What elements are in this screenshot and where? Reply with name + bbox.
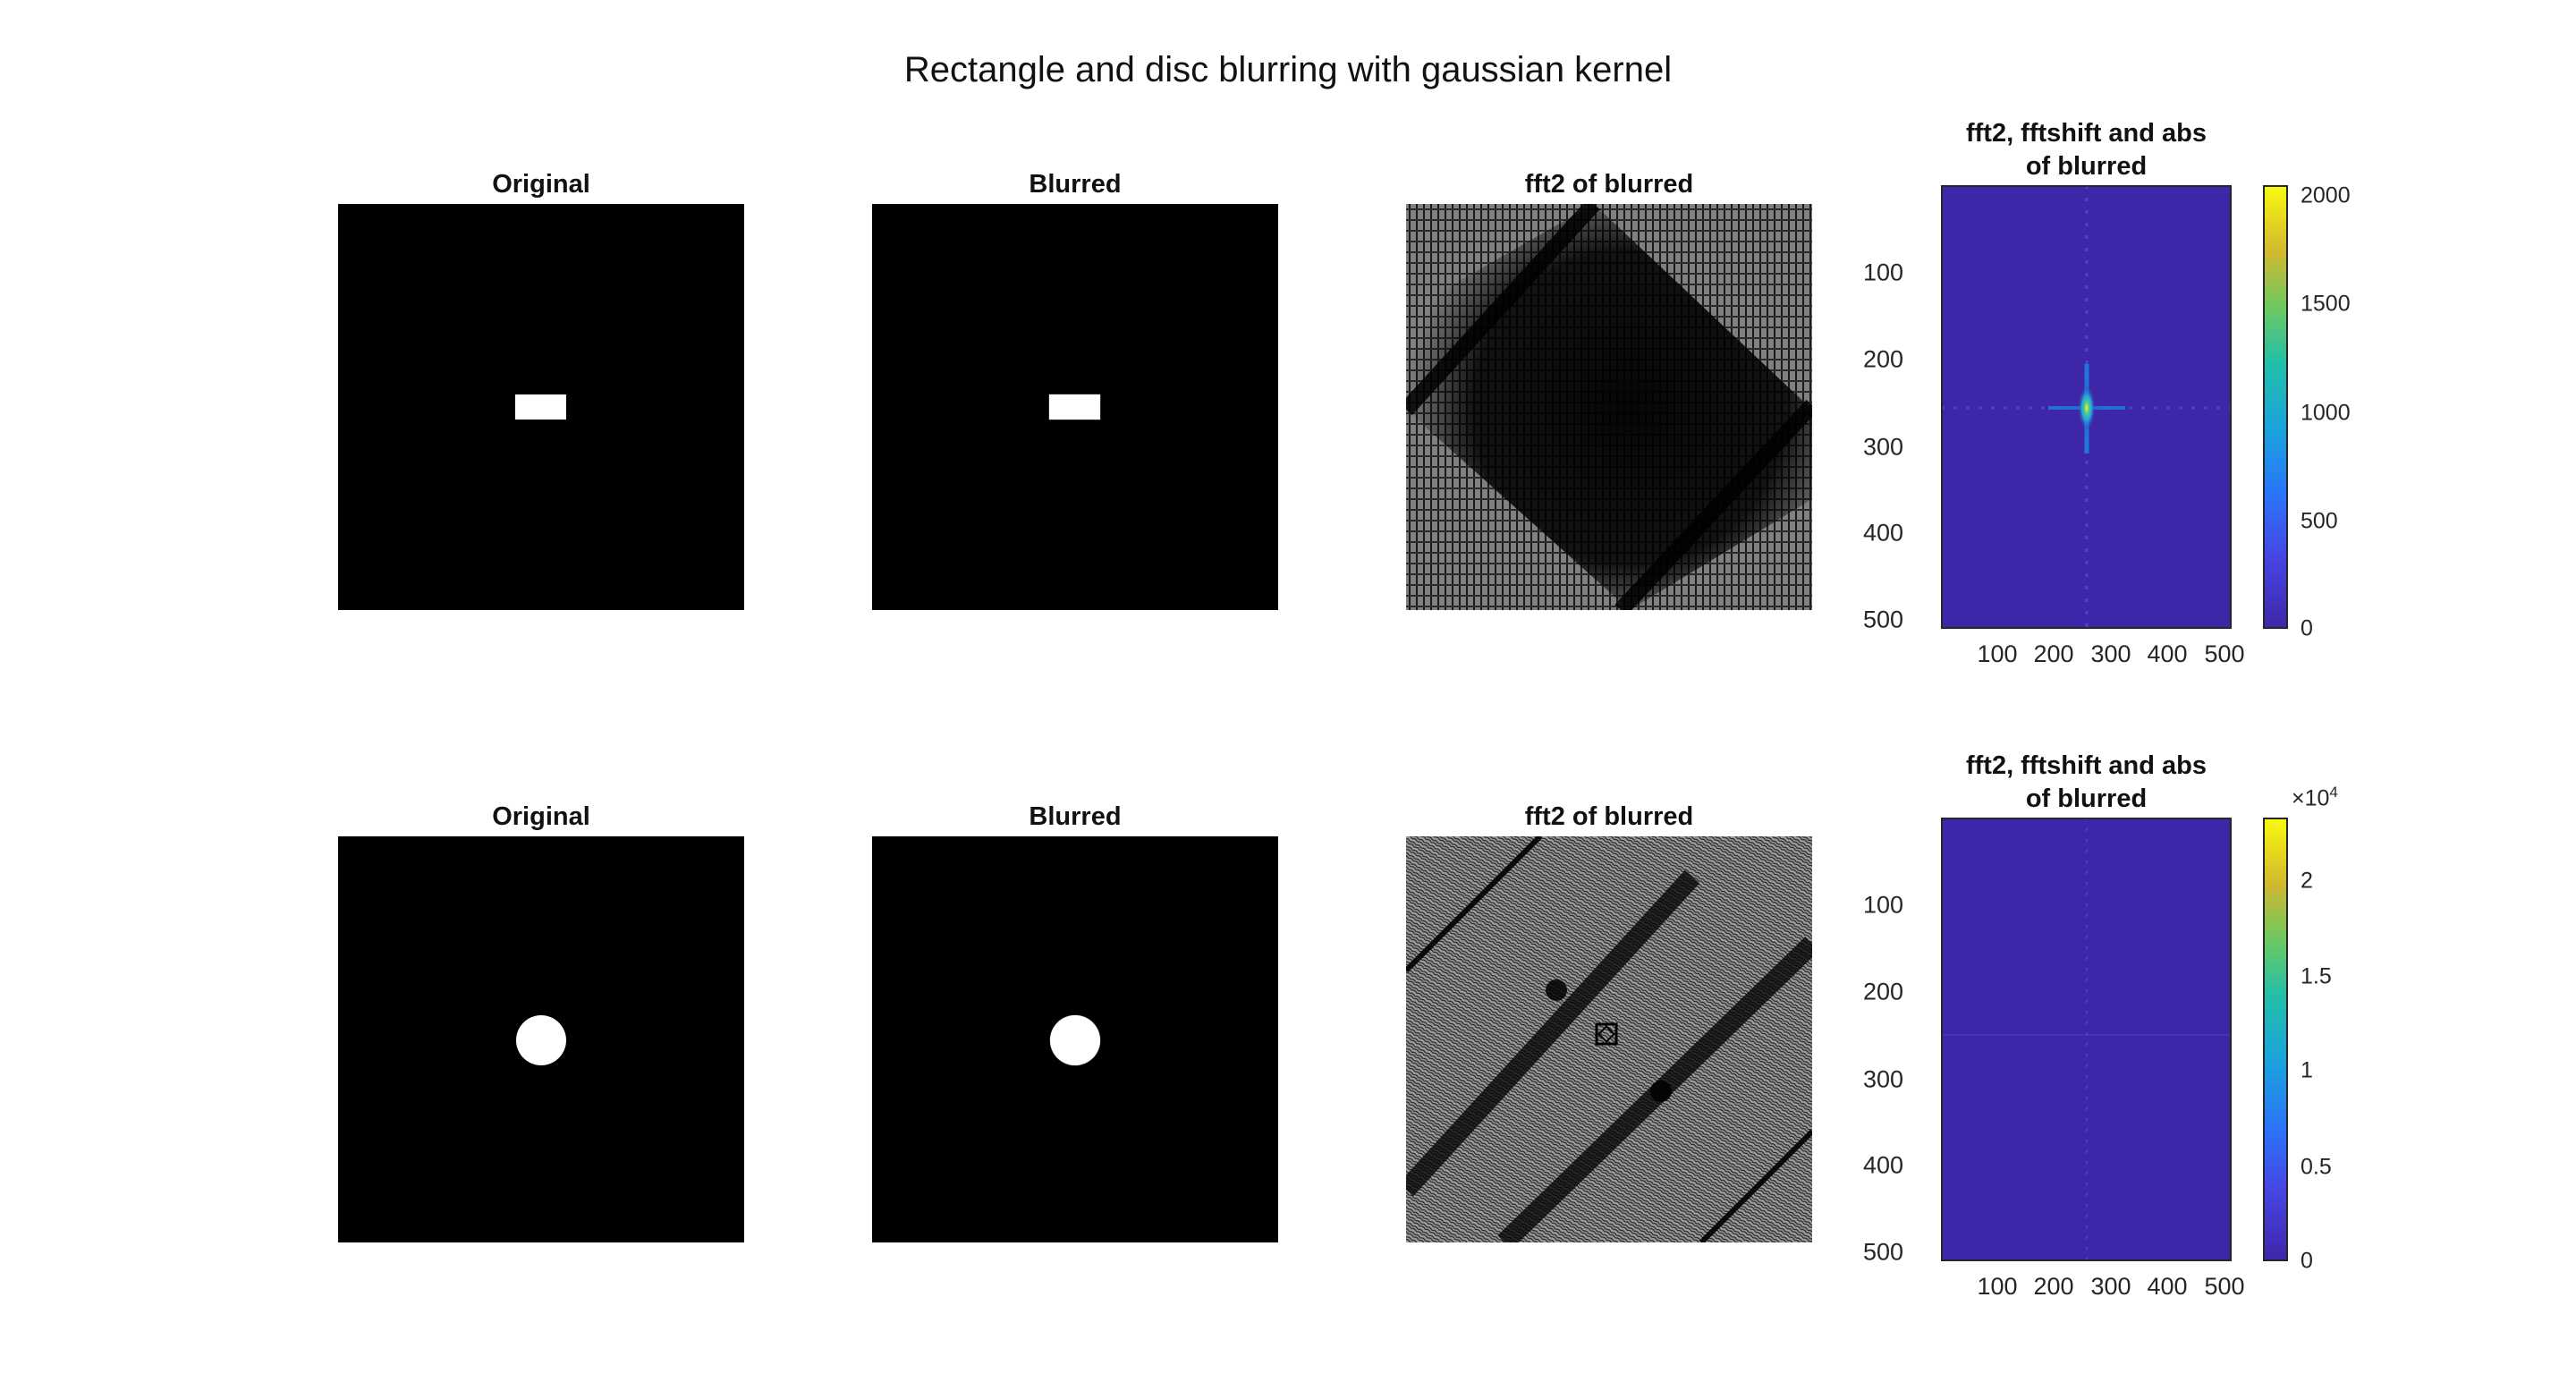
colorbar-disc-exponent-base: ×10: [2292, 785, 2329, 810]
ytick-400-rect: 400: [1796, 520, 1903, 547]
colorbar-rectangle: [2263, 185, 2288, 629]
cbtick-0-rect: 0: [2301, 616, 2313, 642]
disc-shape: [516, 1015, 566, 1065]
cbtick-0-disc: 0: [2301, 1249, 2313, 1275]
blurred-disc-image: [872, 836, 1278, 1242]
ytick-200-rect: 200: [1796, 346, 1903, 374]
ytick-100-rect: 100: [1796, 259, 1903, 287]
panel-title-fftshift-disc-line1: fft2, fftshift and abs: [1941, 750, 2232, 783]
fftshift-rectangle-heatmap-svg: [1941, 185, 2232, 629]
fft-rectangle-image: [1406, 204, 1812, 610]
original-rectangle-image: [338, 204, 744, 610]
xtick-500-disc: 500: [2171, 1273, 2278, 1301]
panel-title-fftshift-rect-line1: fft2, fftshift and abs: [1941, 117, 2232, 150]
panel-title-blurred-rect: Blurred: [872, 168, 1278, 201]
ytick-300-rect: 300: [1796, 434, 1903, 462]
fftshift-disc-heatmap: [1941, 818, 2232, 1261]
panel-title-fft-disc: fft2 of blurred: [1406, 801, 1812, 834]
panel-title-fftshift-disc-line2: of blurred: [1941, 783, 2232, 816]
cbtick-2000-rect: 2000: [2301, 183, 2351, 209]
colorbar-disc: [2263, 818, 2288, 1261]
cbtick-1000-rect: 1000: [2301, 401, 2351, 427]
cbtick-2-disc: 2: [2301, 869, 2313, 895]
panel-title-blurred-disc: Blurred: [872, 801, 1278, 834]
cbtick-1500-rect: 1500: [2301, 292, 2351, 318]
cbtick-1-disc: 1: [2301, 1058, 2313, 1084]
ytick-100-disc: 100: [1796, 892, 1903, 920]
ytick-200-disc: 200: [1796, 979, 1903, 1006]
xtick-500-rect: 500: [2171, 640, 2278, 668]
ytick-400-disc: 400: [1796, 1152, 1903, 1180]
ytick-300-disc: 300: [1796, 1066, 1903, 1094]
cbtick-500-rect: 500: [2301, 509, 2338, 535]
colorbar-disc-exponent-power: 4: [2329, 784, 2337, 801]
fft-rectangle-pattern: [1406, 204, 1812, 610]
cbtick-0.5-disc: 0.5: [2301, 1155, 2332, 1181]
fft-disc-pattern: [1406, 836, 1812, 1242]
blurred-rectangle-shape: [1049, 394, 1100, 420]
fftshift-disc-heatmap-svg: [1941, 818, 2232, 1261]
panel-title-original-rect: Original: [338, 168, 744, 201]
colorbar-rectangle-svg: [2263, 185, 2288, 629]
ytick-500-rect: 500: [1796, 606, 1903, 634]
cbtick-1.5-disc: 1.5: [2301, 964, 2332, 990]
rectangle-shape: [515, 394, 566, 420]
panel-title-fft-rect: fft2 of blurred: [1406, 168, 1812, 201]
blurred-rectangle-image: [872, 204, 1278, 610]
panel-title-original-disc: Original: [338, 801, 744, 834]
ytick-500-disc: 500: [1796, 1239, 1903, 1267]
fft-disc-image: [1406, 836, 1812, 1242]
figure-suptitle: Rectangle and disc blurring with gaussia…: [0, 50, 2576, 90]
panel-title-fftshift-rect-line2: of blurred: [1941, 150, 2232, 183]
colorbar-disc-exponent: ×104: [2292, 784, 2338, 811]
colorbar-disc-svg: [2263, 818, 2288, 1261]
original-disc-image: [338, 836, 744, 1242]
fftshift-rectangle-heatmap: [1941, 185, 2232, 629]
blurred-disc-shape: [1050, 1015, 1100, 1065]
